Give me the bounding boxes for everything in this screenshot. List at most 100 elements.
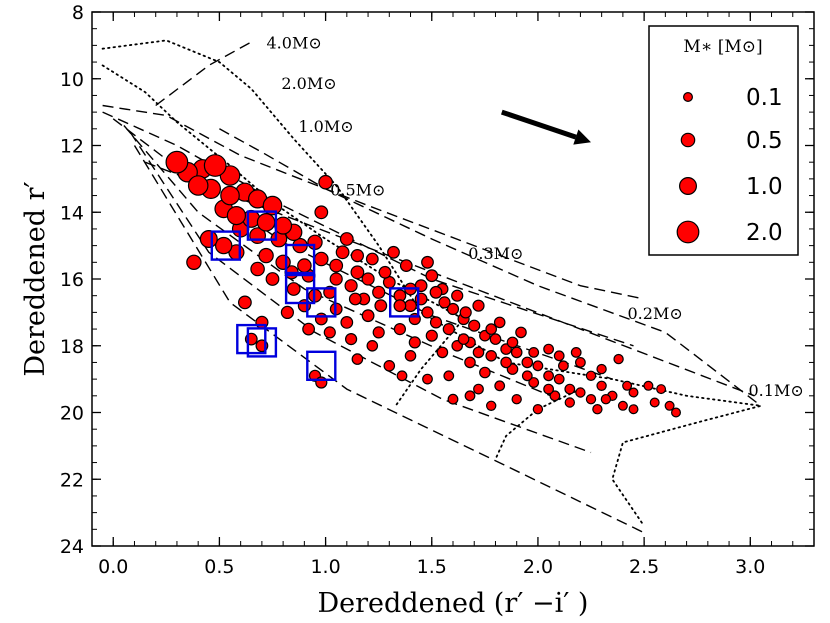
mass-label-0-5: 0.5M⊙ bbox=[330, 181, 385, 200]
star-point bbox=[575, 387, 586, 398]
x-tick-label: 2.0 bbox=[523, 556, 553, 578]
star-point bbox=[553, 373, 565, 385]
star-point bbox=[404, 299, 417, 313]
star-point bbox=[464, 356, 476, 369]
star-point bbox=[622, 380, 633, 391]
star-point bbox=[258, 247, 274, 264]
y-axis-label: Dereddened r′ bbox=[20, 181, 51, 376]
x-tick-label: 3.0 bbox=[735, 556, 765, 578]
legend: M∗ [M⊙] 0.1 0.5 1.0 2.0 bbox=[648, 25, 799, 256]
star-point bbox=[378, 265, 392, 279]
star-point bbox=[393, 323, 406, 336]
star-point bbox=[399, 259, 413, 273]
star-point bbox=[265, 272, 280, 286]
envelope-track-1 bbox=[219, 128, 762, 407]
star-point bbox=[543, 343, 554, 355]
star-point bbox=[421, 306, 434, 319]
star-point bbox=[383, 359, 396, 372]
star-point bbox=[302, 322, 316, 336]
mass-label-2-0: 2.0M⊙ bbox=[281, 74, 336, 93]
star-point bbox=[543, 370, 554, 382]
star-point bbox=[528, 347, 540, 358]
x-tick-label: 1.0 bbox=[310, 556, 340, 578]
candidate-box bbox=[306, 287, 337, 318]
star-point bbox=[472, 346, 485, 359]
star-point bbox=[617, 400, 628, 411]
star-point bbox=[521, 356, 534, 369]
star-point bbox=[297, 258, 312, 273]
star-point bbox=[532, 404, 544, 415]
legend-label: 1.0 bbox=[746, 174, 783, 200]
mass-track-2-0 bbox=[102, 111, 634, 347]
star-point bbox=[374, 299, 388, 313]
star-point bbox=[532, 360, 544, 372]
star-point bbox=[372, 326, 385, 339]
star-point bbox=[438, 296, 451, 309]
star-point bbox=[361, 272, 375, 286]
star-point bbox=[664, 400, 675, 411]
legend-label: 0.5 bbox=[746, 128, 783, 154]
star-point bbox=[436, 346, 449, 359]
star-point bbox=[186, 254, 202, 270]
star-point bbox=[250, 261, 265, 277]
star-point bbox=[314, 312, 328, 326]
star-point bbox=[468, 319, 481, 332]
star-point bbox=[479, 366, 491, 379]
star-point bbox=[339, 232, 354, 246]
y-tick-label: 10 bbox=[60, 69, 84, 91]
star-point bbox=[280, 305, 294, 319]
star-point bbox=[425, 329, 438, 342]
star-point bbox=[361, 309, 375, 323]
isochrone-3 bbox=[494, 388, 582, 461]
star-point bbox=[329, 258, 344, 273]
star-point bbox=[165, 150, 189, 174]
mass-label-0-1: 0.1M⊙ bbox=[749, 381, 804, 400]
mass-label-0-3: 0.3M⊙ bbox=[468, 244, 523, 263]
star-point bbox=[451, 289, 464, 302]
mass-label-1-0: 1.0M⊙ bbox=[298, 117, 353, 136]
star-point bbox=[387, 245, 400, 259]
legend-title: M∗ [M⊙] bbox=[683, 37, 762, 57]
star-point bbox=[286, 282, 301, 296]
star-point bbox=[459, 306, 472, 319]
star-point bbox=[335, 245, 350, 260]
star-point bbox=[558, 360, 569, 372]
star-point bbox=[494, 380, 506, 392]
star-point bbox=[511, 394, 522, 405]
star-point bbox=[628, 404, 639, 415]
legend-label: 0.1 bbox=[746, 85, 783, 111]
star-point bbox=[464, 390, 476, 402]
star-point bbox=[585, 394, 597, 405]
star-point bbox=[318, 174, 333, 190]
star-point bbox=[297, 299, 311, 313]
reddening-arrow-shaft bbox=[501, 109, 577, 140]
candidate-box bbox=[236, 323, 267, 355]
star-point bbox=[220, 185, 240, 206]
y-tick-label: 20 bbox=[60, 403, 84, 425]
legend-marker bbox=[676, 220, 700, 244]
legend-marker bbox=[680, 132, 696, 148]
candidate-box bbox=[246, 327, 278, 358]
star-point bbox=[256, 213, 276, 232]
star-point bbox=[510, 346, 523, 359]
star-point bbox=[500, 356, 512, 369]
isochrone-1 bbox=[101, 39, 762, 527]
y-tick-label: 18 bbox=[60, 336, 84, 358]
star-point bbox=[485, 349, 497, 362]
star-point bbox=[643, 380, 654, 391]
star-point bbox=[226, 206, 246, 226]
star-point bbox=[425, 269, 439, 283]
star-point bbox=[187, 175, 209, 196]
legend-marker bbox=[682, 91, 693, 102]
y-tick-label: 12 bbox=[60, 136, 84, 158]
star-point bbox=[564, 383, 576, 395]
star-point bbox=[543, 383, 554, 395]
x-tick-label: 0.5 bbox=[204, 556, 234, 578]
candidate-box bbox=[210, 230, 242, 261]
star-point bbox=[274, 216, 293, 235]
star-point bbox=[473, 383, 484, 395]
star-point bbox=[396, 370, 408, 382]
mass-track-0-2 bbox=[133, 145, 645, 534]
star-point bbox=[393, 299, 407, 313]
